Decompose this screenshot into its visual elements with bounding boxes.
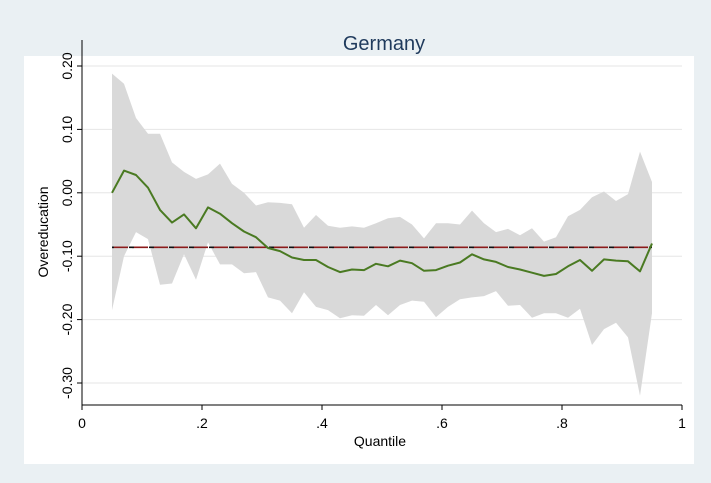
x-tick-label-5: 1 [678, 415, 686, 431]
series-layer [111, 169, 653, 277]
x-tick-label-3: .6 [436, 415, 448, 431]
y-axis-title: Overeducation [35, 186, 51, 277]
y-tick-label-5: 0.20 [59, 52, 75, 79]
x-axis-title: Quantile [354, 433, 406, 449]
x-tick-label-4: .8 [556, 415, 568, 431]
series-line-0 [111, 169, 653, 277]
confidence-band-layer [112, 73, 652, 396]
y-tick-label-4: 0.10 [59, 116, 75, 143]
x-tick-label-0: 0 [78, 415, 86, 431]
chart-title: Germany [343, 33, 425, 55]
x-tick-label-2: .4 [316, 415, 328, 431]
y-tick-label-0: -0.30 [59, 367, 75, 399]
axes: -0.30 -0.20 -0.10 0.00 0.10 0.20 0 .2 .4 .6 .8 1 [59, 40, 686, 431]
y-tick-label-3: 0.00 [59, 179, 75, 206]
confidence-band [112, 73, 652, 396]
y-tick-label-2: -0.10 [59, 240, 75, 272]
x-tick-label-1: .2 [196, 415, 208, 431]
y-tick-label-1: -0.20 [59, 303, 75, 335]
